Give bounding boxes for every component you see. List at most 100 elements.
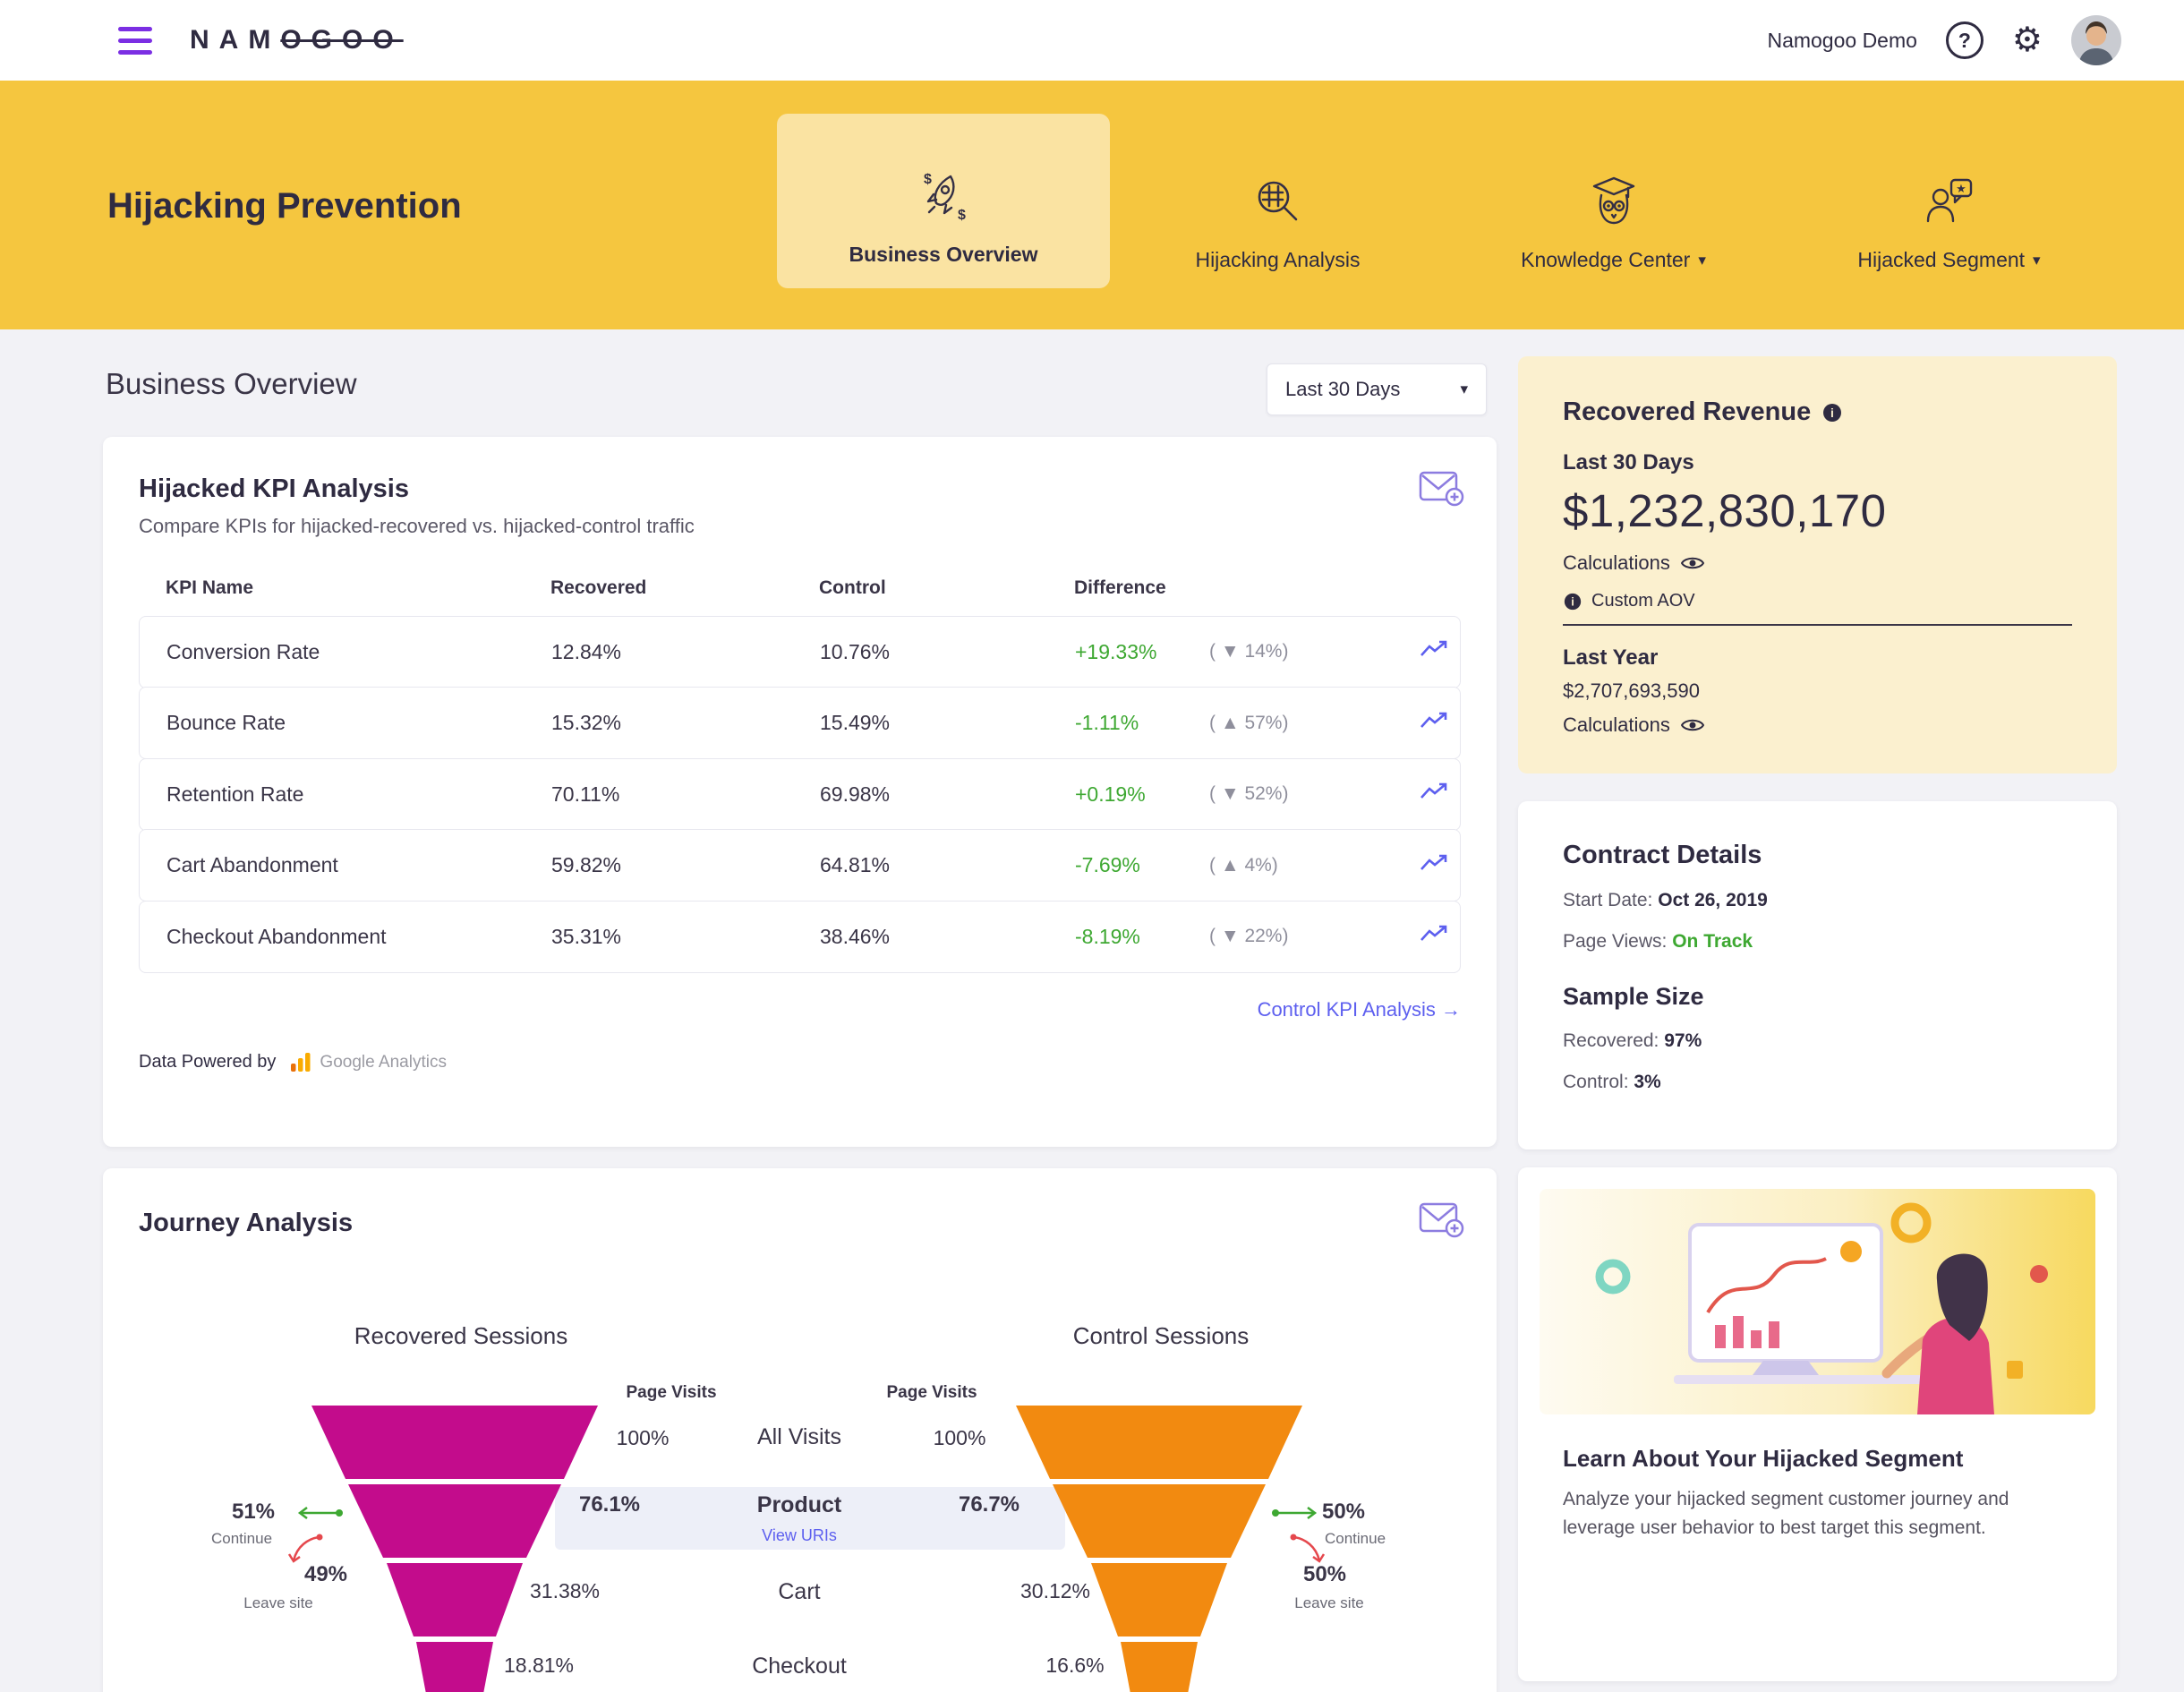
powered-by-label: Data Powered by — [139, 1052, 277, 1072]
col-control: Control — [819, 577, 886, 598]
kpi-difference: +19.33% — [1075, 639, 1157, 663]
view-uris-link[interactable]: View URIs — [762, 1526, 837, 1544]
kpi-trend-button[interactable] — [1420, 638, 1460, 665]
kpi-trend-button[interactable] — [1420, 923, 1460, 950]
period-select[interactable]: Last 30 Days ▾ — [1267, 363, 1487, 415]
kpi-control: 38.46% — [820, 924, 891, 948]
sample-control-label: Control: — [1563, 1072, 1629, 1092]
tab-label: Knowledge Center — [1521, 248, 1691, 271]
sample-size-title: Sample Size — [1563, 983, 1704, 1010]
hijacked-kpi-card: Hijacked KPI Analysis Compare KPIs for h… — [103, 437, 1497, 1147]
period-value: Last 30 Days — [1285, 378, 1401, 400]
last-year-amount: $2,707,693,590 — [1563, 679, 1700, 702]
recovered-value: 76.1% — [578, 1492, 641, 1517]
tab-label: Hijacking Analysis — [1195, 248, 1361, 271]
content: Business Overview Last 30 Days ▾ Hijacke… — [0, 329, 2184, 1692]
google-analytics-logo: Google Analytics — [290, 1052, 447, 1073]
control-value: 100% — [933, 1426, 986, 1449]
kpi-name: Bounce Rate — [166, 711, 286, 734]
svg-text:$: $ — [924, 172, 932, 187]
tab-hijacking-analysis[interactable]: Hijacking Analysis — [1110, 81, 1446, 272]
calculations-row: Calculations — [1563, 714, 2072, 737]
page-views-label: Page Views: — [1563, 931, 1668, 952]
col-difference: Difference — [1074, 577, 1166, 598]
ga-bars-icon — [291, 1052, 311, 1072]
kpi-difference: +0.19% — [1075, 782, 1146, 806]
account-name: Namogoo Demo — [1767, 28, 1917, 52]
calculations-row: Calculations — [1563, 551, 2072, 575]
email-report-button[interactable] — [1418, 467, 1464, 513]
kpi-table: KPI Name Recovered Control Difference Co… — [139, 577, 1461, 973]
kpi-yoy-change: ( ▼ 52%) — [1209, 783, 1289, 804]
kpi-difference: -1.11% — [1075, 711, 1139, 734]
link-label: Control KPI Analysis — [1257, 997, 1436, 1021]
col-recovered: Recovered — [550, 577, 647, 598]
settings-button[interactable]: ⚙ — [2012, 23, 2043, 57]
table-row: Bounce Rate 15.32% 15.49% -1.11% ( ▲ 57%… — [139, 687, 1461, 759]
continue-arrow-icon — [297, 1507, 343, 1519]
page-views-row: Page Views: On Track — [1563, 931, 2072, 953]
table-row: Cart Abandonment 59.82% 64.81% -7.69% ( … — [139, 829, 1461, 902]
table-row: Conversion Rate 12.84% 10.76% +19.33% ( … — [139, 615, 1461, 688]
control-kpi-analysis-link[interactable]: Control KPI Analysis → — [139, 998, 1461, 1021]
kpi-table-header: KPI Name Recovered Control Difference — [139, 577, 1461, 617]
step-cart: Cart — [778, 1579, 821, 1604]
continue-percent: 51% — [231, 1500, 276, 1524]
avatar[interactable] — [2071, 15, 2121, 65]
trend-line-icon — [1420, 782, 1447, 799]
sample-recovered-value: 97% — [1664, 1030, 1702, 1051]
page-views-status: On Track — [1672, 931, 1753, 952]
gear-icon: ⚙ — [2011, 21, 2043, 59]
kpi-recovered: 35.31% — [551, 924, 622, 948]
data-powered-by: Data Powered by Google Analytics — [139, 1052, 1461, 1073]
continue-percent: 50% — [1321, 1500, 1366, 1524]
eye-icon[interactable] — [1680, 555, 1704, 571]
kpi-difference: -7.69% — [1075, 853, 1140, 876]
calculations-label: Calculations — [1563, 551, 1670, 574]
control-value: 30.12% — [1019, 1579, 1090, 1602]
kpi-trend-button[interactable] — [1420, 781, 1460, 808]
kpi-name: Cart Abandonment — [166, 853, 338, 876]
continue-label: Continue — [210, 1530, 273, 1547]
kpi-control: 64.81% — [820, 853, 891, 876]
contract-title: Contract Details — [1563, 841, 1762, 869]
kpi-name: Conversion Rate — [166, 639, 320, 663]
menu-button[interactable] — [118, 26, 152, 55]
help-button[interactable]: ? — [1945, 21, 1984, 59]
namogoo-logo: NAMOGOO — [190, 25, 404, 56]
custom-aov-label: Custom AOV — [1591, 591, 1695, 611]
email-report-button[interactable] — [1418, 1199, 1464, 1244]
kpi-control: 69.98% — [820, 782, 891, 806]
leave-percent: 50% — [1302, 1562, 1347, 1586]
tab-label: Hijacked Segment — [1857, 248, 2026, 271]
tab-knowledge-center[interactable]: Knowledge Center ▾ — [1446, 81, 1781, 272]
kpi-trend-button[interactable] — [1420, 852, 1460, 879]
chevron-down-icon: ▾ — [2033, 251, 2041, 269]
col-kpi-name: KPI Name — [166, 577, 254, 598]
kpi-card-subtitle: Compare KPIs for hijacked-recovered vs. … — [139, 515, 695, 537]
journey-card-title: Journey Analysis — [139, 1209, 354, 1237]
step-checkout: Checkout — [752, 1654, 847, 1679]
continue-arrow-icon — [1272, 1507, 1318, 1519]
eye-icon[interactable] — [1680, 717, 1704, 733]
ga-label: Google Analytics — [320, 1052, 447, 1072]
kpi-yoy-change: ( ▼ 22%) — [1209, 926, 1289, 946]
learn-body: Analyze your hijacked segment customer j… — [1563, 1489, 2009, 1538]
last-year-label: Last Year — [1563, 645, 1659, 670]
kpi-trend-button[interactable] — [1420, 710, 1460, 737]
kpi-name: Retention Rate — [166, 782, 304, 806]
tab-hijacked-segment[interactable]: ★ Hijacked Segment ▾ — [1781, 81, 2117, 272]
hijacked-segment-illustration — [1540, 1189, 2095, 1414]
section-header: Hijacking Prevention $ $ — [0, 81, 2184, 329]
kpi-difference: -8.19% — [1075, 924, 1140, 948]
start-date-row: Start Date: Oct 26, 2019 — [1563, 890, 2072, 911]
calculations-label: Calculations — [1563, 714, 1670, 736]
table-row: Retention Rate 70.11% 69.98% +0.19% ( ▼ … — [139, 757, 1461, 831]
info-icon[interactable]: i — [1821, 402, 1843, 423]
envelope-plus-icon — [1419, 471, 1464, 507]
svg-text:$: $ — [958, 208, 966, 223]
section-title: Hijacking Prevention — [107, 186, 462, 226]
tab-business-overview[interactable]: $ $ Business Overview — [777, 114, 1110, 288]
logo-text-struck: OGOO — [280, 25, 404, 55]
sample-control-row: Control: 3% — [1563, 1072, 2072, 1093]
